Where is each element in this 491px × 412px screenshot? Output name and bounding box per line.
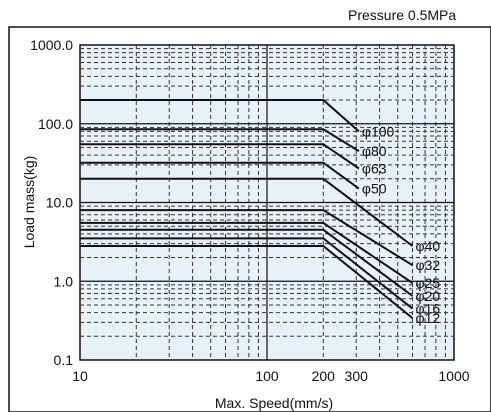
y-tick-label: 1.0: [54, 273, 74, 289]
series-line-φ32: [80, 209, 414, 267]
y-tick-label: 0.1: [54, 352, 74, 368]
x-axis-ticks: 10 100 200 300 1000: [72, 368, 470, 384]
series-label: φ16: [416, 301, 441, 317]
series-line-φ20: [80, 228, 414, 297]
x-tick-label: 200: [312, 368, 336, 384]
x-axis-label: Max. Speed(mm/s): [215, 395, 333, 411]
series-label: φ32: [416, 257, 441, 273]
grid: [80, 45, 454, 360]
series-line-φ16: [80, 237, 414, 310]
series-line-φ25: [80, 221, 414, 284]
series-line-φ100: [80, 99, 360, 133]
series-line-φ80: [80, 128, 360, 152]
y-axis-label: Load mass(kg): [21, 156, 37, 249]
series-label: φ50: [362, 181, 387, 197]
series-label: φ25: [416, 275, 441, 291]
x-tick-label: 300: [345, 368, 369, 384]
series-label: φ100: [362, 123, 395, 139]
series-label: φ80: [362, 143, 387, 159]
y-tick-label: 10.0: [46, 195, 73, 211]
x-tick-label: 10: [72, 368, 88, 384]
pressure-note: Pressure 0.5MPa: [348, 7, 456, 23]
series-label: φ63: [362, 161, 387, 177]
series-line-φ40: [80, 177, 414, 247]
x-tick-label: 100: [255, 368, 279, 384]
series-line-φ63: [80, 143, 360, 170]
series-label: φ12: [416, 310, 441, 326]
series-label: φ40: [416, 238, 441, 254]
series-line-φ50: [80, 161, 360, 190]
y-tick-label: 1000.0: [30, 37, 73, 53]
y-tick-label: 100.0: [38, 116, 73, 132]
series-line-φ12: [80, 245, 414, 319]
series-label: φ20: [416, 288, 441, 304]
x-tick-label: 1000: [438, 368, 469, 384]
y-axis-ticks: 0.1 1.0 10.0 100.0 1000.0: [30, 37, 73, 368]
